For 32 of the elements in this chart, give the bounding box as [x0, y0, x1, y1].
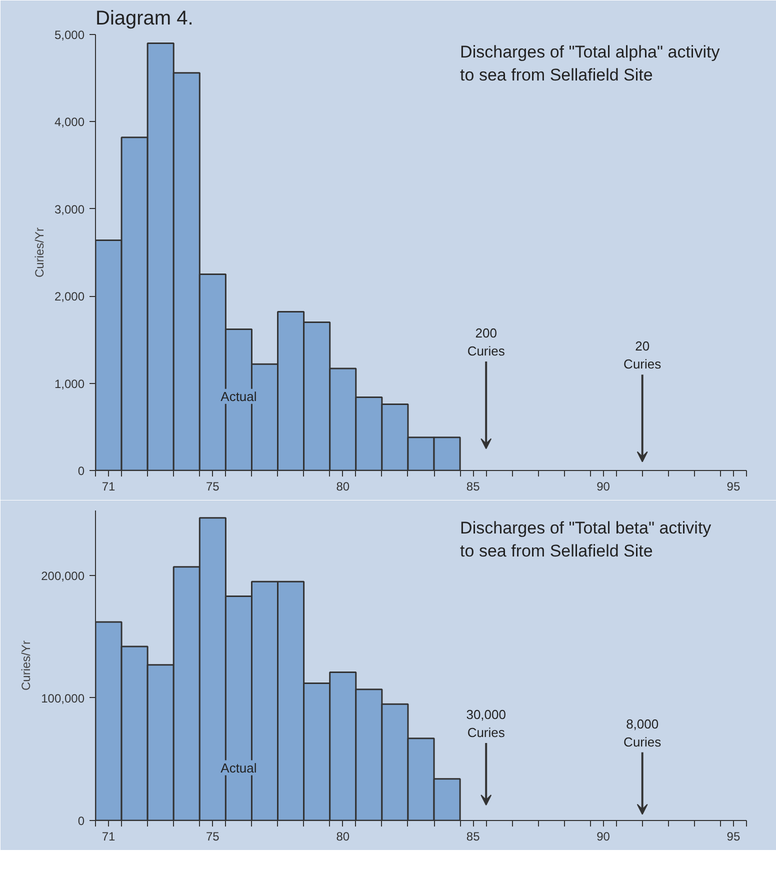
chart-title: Diagram 4. [96, 8, 194, 30]
x-tick-label: 85 [466, 830, 480, 844]
y-tick-label: 3,000 [54, 202, 85, 216]
y-tick-label: 4,000 [54, 115, 85, 130]
annotation: 30,000 Curies [466, 707, 506, 740]
y-tick-label: 100,000 [41, 691, 85, 706]
annotation: Actual [220, 760, 257, 776]
x-tick-label: 80 [336, 830, 350, 844]
y-tick-label: 0 [78, 464, 85, 478]
x-tick-label: 71 [102, 830, 116, 844]
y-tick-label: 1,000 [54, 376, 85, 391]
x-tick-label: 75 [206, 830, 220, 844]
annotation: 20 Curies [624, 338, 662, 372]
text: Discharges of "Total beta" activity to sea from Sellafield Site [460, 518, 712, 560]
x-tick-label: 95 [726, 830, 740, 844]
y-axis-title: Curies/Yr [32, 227, 46, 278]
text: Discharges of "Total alpha" activity to sea from Sellafield Site [460, 42, 720, 84]
x-tick-label: 90 [596, 830, 610, 844]
x-tick-label: 95 [726, 480, 740, 494]
y-tick-label: 0 [78, 814, 85, 828]
x-tick-label: 75 [206, 480, 220, 494]
x-tick-label: 71 [102, 480, 116, 494]
annotation: 8,000 Curies [624, 716, 662, 750]
x-tick-label: 80 [336, 480, 350, 494]
y-tick-label: 2,000 [54, 290, 85, 304]
x-tick-label: 85 [466, 480, 480, 494]
annotation: 200 Curies [467, 326, 506, 358]
y-axis-title: Curies/Yr [19, 640, 34, 691]
annotation: Actual [220, 388, 257, 404]
y-tick-label: 200,000 [41, 568, 85, 583]
y-tick-label: 5,000 [54, 28, 85, 42]
x-tick-label: 90 [596, 480, 610, 494]
